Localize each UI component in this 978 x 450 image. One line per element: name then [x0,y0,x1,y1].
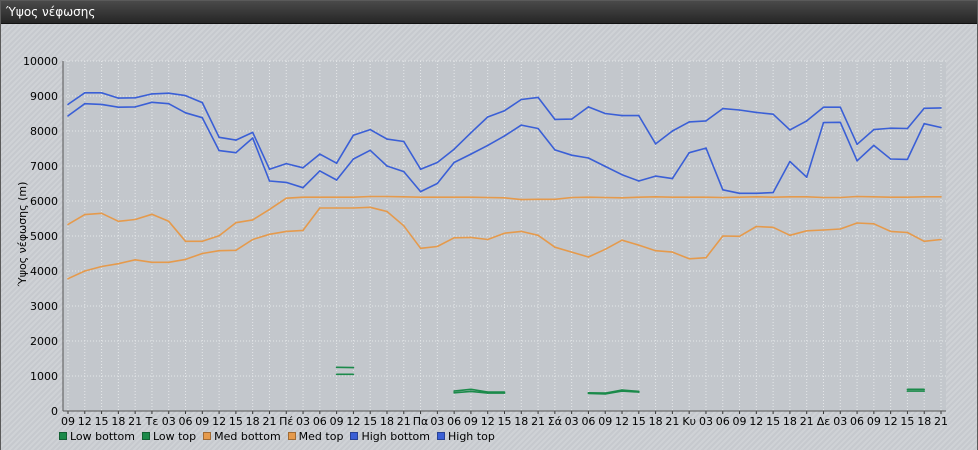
series-line-low-top [588,389,639,394]
x-tick-label: 18 [783,415,797,428]
x-tick-label: 12 [749,415,763,428]
x-tick-label: Δε [817,415,831,428]
x-tick-label: 21 [800,415,814,428]
legend-item-low-top: Low top [141,429,197,443]
x-tick-label: 15 [498,415,512,428]
x-tick-label: 18 [246,415,260,428]
x-tick-label: 09 [733,415,747,428]
x-tick-label: 15 [900,415,914,428]
x-tick-label: 06 [447,415,461,428]
x-tick-label: Πα [413,415,429,428]
legend-swatch [287,432,296,440]
x-tick-label: 18 [917,415,931,428]
x-tick-label: Πέ [279,415,293,428]
grid [63,60,946,412]
x-tick-label: 18 [649,415,663,428]
y-tick-label: 1000 [30,370,58,383]
legend-label: High bottom [361,429,430,443]
x-tick-label: 09 [464,415,478,428]
y-tick-label: 2000 [30,335,58,348]
legend-swatch [59,432,67,440]
y-tick-label: 0 [51,405,58,418]
y-tick-label: 4000 [30,265,58,278]
x-tick-label: 15 [95,415,109,428]
x-tick-label: Κυ [682,415,696,428]
x-tick-label: 09 [195,415,209,428]
series-line-low-top [454,388,505,393]
legend-item-low-bottom: Low bottom [59,430,135,443]
cloud-height-chart: 0 1000 2000 3000 4000 5000 6000 7000 8000 9000 100… [16,55,948,428]
x-tick-label: 21 [262,415,276,428]
legend-swatch [437,432,445,440]
y-tick-label: 10000 [23,55,58,68]
series-line-med-top [67,195,941,243]
legend-item-med-top: Med top [287,429,344,443]
legend-swatch [203,432,212,440]
legend-label: High top [448,429,495,443]
x-tick-label: 21 [397,415,411,428]
y-tick-label: 5000 [30,230,58,243]
x-tick-label: 18 [514,415,528,428]
window-title: Ύψος νέφωσης [6,5,96,19]
x-tick-label: 15 [229,415,243,428]
series-lines [67,92,942,395]
x-tick-label: 06 [581,415,595,428]
y-tick-label: 6000 [30,195,58,208]
x-tick-label: 15 [363,415,377,428]
chart-panel: 0 1000 2000 3000 4000 5000 6000 7000 8000 9000 100… [1,24,977,450]
y-tick-label: 9000 [30,90,58,103]
x-tick-label: Σά [548,415,562,428]
series-line-high-top [67,92,942,170]
x-tick-label: 03 [296,415,310,428]
x-tick-label: Τε [145,415,159,428]
title-bar: Ύψος νέφωσης [1,1,977,24]
legend: Low bottom Low top Med bottom Med top High b… [59,428,502,444]
x-tick-label: 21 [128,415,142,428]
x-tick-label: 21 [531,415,545,428]
x-tick-label: 18 [111,415,125,428]
x-tick-label: 15 [632,415,646,428]
legend-item-high-bottom: High bottom [350,430,430,443]
y-tick-label: 3000 [30,300,58,313]
x-tick-label: 03 [430,415,444,428]
legend-swatch [141,432,150,440]
x-tick-label: 18 [380,415,394,428]
axes: 0 1000 2000 3000 4000 5000 6000 7000 8000 9000 100… [23,55,948,428]
x-tick-label: 06 [313,415,327,428]
series-line-low-bottom [454,390,505,394]
legend-item-high-top: High top [437,430,495,443]
x-tick-label: 03 [699,415,713,428]
x-tick-label: 06 [179,415,193,428]
legend-label: Med top [298,429,344,443]
x-tick-label: 12 [481,415,495,428]
legend-item-med-bottom: Med bottom [203,430,281,443]
x-tick-label: 09 [598,415,612,428]
x-tick-label: 12 [78,415,92,428]
legend-label: Low top [152,429,197,443]
x-tick-label: 03 [565,415,579,428]
x-tick-label: 15 [766,415,780,428]
x-tick-label: 09 [867,415,881,428]
legend-label: Low bottom [70,429,135,443]
x-tick-label: 06 [716,415,730,428]
x-tick-label: 12 [212,415,226,428]
legend-swatch [350,432,359,440]
x-tick-label: 06 [850,415,864,428]
y-axis-label: Ύψος νέφωσης (m) [16,182,29,288]
series-line-med-bottom [67,206,942,280]
x-tick-label: 09 [61,415,75,428]
x-tick-label: 03 [833,415,847,428]
x-tick-label: 03 [162,415,176,428]
series-line-high-bottom [67,101,942,195]
x-tick-label: 12 [615,415,629,428]
x-tick-label: 21 [934,415,948,428]
x-tick-label: 12 [884,415,898,428]
y-tick-label: 7000 [30,160,58,173]
x-tick-label: 21 [665,415,679,428]
x-tick-label: 09 [330,415,344,428]
legend-label: Med bottom [214,429,281,443]
y-tick-label: 8000 [30,125,58,138]
x-tick-label: 12 [346,415,360,428]
